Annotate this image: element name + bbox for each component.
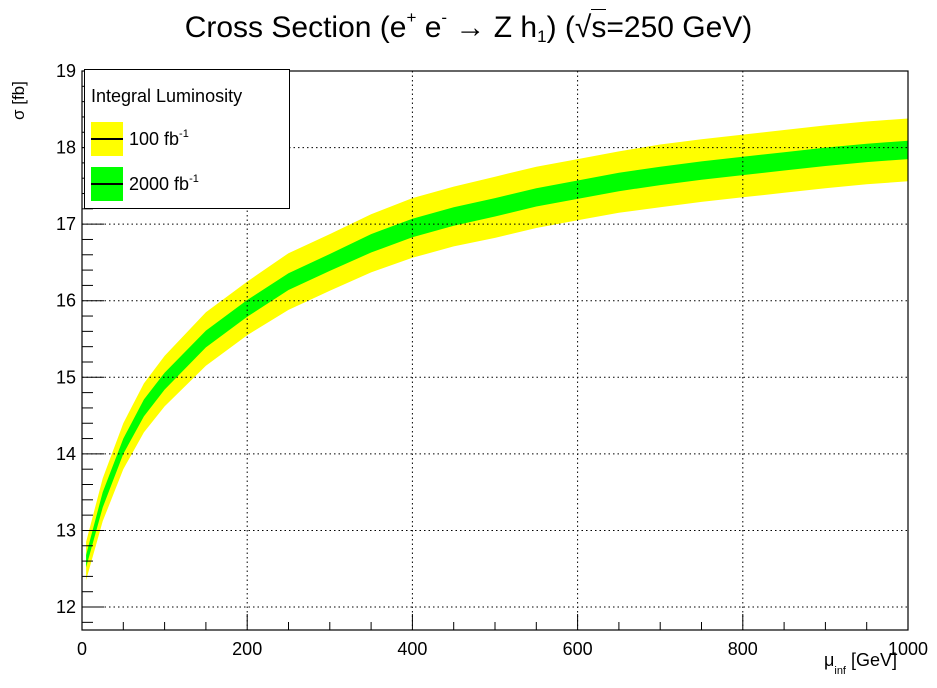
x-tick-label: 400 <box>397 639 427 659</box>
legend-swatch-green <box>91 167 123 201</box>
y-tick-label: 17 <box>56 214 76 234</box>
y-tick-label: 13 <box>56 520 76 540</box>
legend-entry-100: 100 fb-1 <box>91 122 287 156</box>
legend-entry-2000: 2000 fb-1 <box>91 167 287 201</box>
x-axis-label: μinf [GeV] <box>824 650 898 677</box>
y-tick-label: 14 <box>56 444 76 464</box>
y-tick-label: 16 <box>56 291 76 311</box>
y-tick-label: 12 <box>56 597 76 617</box>
y-tick-label: 18 <box>56 138 76 158</box>
x-tick-label: 1000 <box>888 639 928 659</box>
y-axis-label: σ [fb] <box>9 81 28 120</box>
legend-title: Integral Luminosity <box>91 86 243 106</box>
y-tick-label: 19 <box>56 61 76 81</box>
legend-swatch-yellow <box>91 122 123 156</box>
y-tick-label: 15 <box>56 367 76 387</box>
x-tick-label: 600 <box>563 639 593 659</box>
x-tick-label: 200 <box>232 639 262 659</box>
x-tick-label: 800 <box>728 639 758 659</box>
chart-title: Cross Section (e+ e- → Z h1) (√s=250 GeV… <box>184 8 753 46</box>
x-tick-label: 0 <box>77 639 87 659</box>
legend: Integral Luminosity 100 fb-1 2000 fb-1 <box>84 69 290 209</box>
